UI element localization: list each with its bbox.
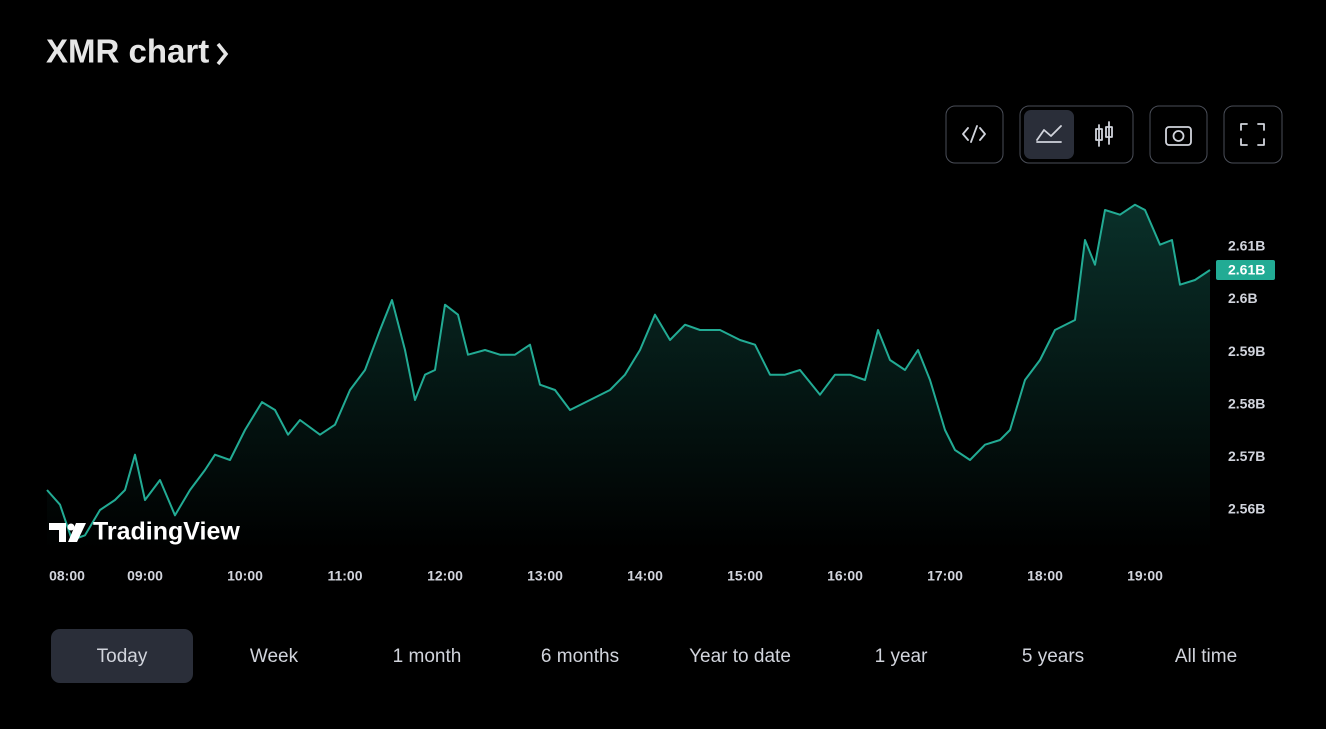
- y-tick-label: 2.59B: [1228, 343, 1265, 359]
- range-tab[interactable]: 1 month: [393, 646, 462, 667]
- y-tick-label: 2.56B: [1228, 501, 1265, 517]
- last-price-label: 2.61B: [1228, 262, 1265, 278]
- last-price-tag: [1216, 260, 1275, 280]
- logo-part: [67, 523, 75, 531]
- x-tick-label: 09:00: [127, 568, 163, 584]
- candle-icon: [1098, 121, 1110, 147]
- candle-body: [1095, 128, 1103, 141]
- range-tab[interactable]: Today: [97, 646, 148, 667]
- title[interactable]: XMR chart: [46, 33, 209, 70]
- range-tab[interactable]: 5 years: [1022, 646, 1084, 667]
- chart-type-group: [1019, 105, 1134, 164]
- x-tick-label: 11:00: [327, 568, 362, 584]
- range-tab-selected[interactable]: [51, 629, 193, 683]
- y-tick-label: 2.6B: [1228, 290, 1258, 306]
- price-line: [46, 203, 1211, 541]
- candle-body: [1105, 126, 1113, 138]
- range-tabs: Today Week 1 month 6 months Year to date 1 ye…: [51, 629, 1237, 683]
- area-icon: [1036, 125, 1062, 143]
- fullscreen-icon: [1240, 123, 1265, 146]
- toolbar: [945, 105, 1283, 164]
- plot-area: 2.56B 2.57B 2.58B 2.59B 2.6B 2.61B 08:00 09:00 1…: [46, 203, 1275, 584]
- fullscreen-button[interactable]: [1223, 105, 1283, 164]
- range-tab[interactable]: Year to date: [689, 646, 791, 667]
- x-tick-label: 18:00: [1027, 568, 1063, 584]
- x-tick-label: 16:00: [827, 568, 863, 584]
- range-tab[interactable]: 1 year: [875, 646, 928, 667]
- range-tab[interactable]: 6 months: [541, 646, 619, 667]
- x-tick-label: 08:00: [49, 568, 85, 584]
- toolbar-icons: [962, 121, 1265, 147]
- camera-icon: [1165, 126, 1192, 146]
- watermark: TradingView: [93, 518, 240, 546]
- title-chevron: [216, 42, 229, 66]
- range-tab[interactable]: Week: [250, 646, 299, 667]
- snapshot-button[interactable]: [1149, 105, 1208, 164]
- logo-part: [68, 523, 86, 542]
- x-tick-label: 14:00: [627, 568, 663, 584]
- x-tick-label: 17:00: [927, 568, 963, 584]
- x-tick-label: 10:00: [227, 568, 263, 584]
- y-tick-label: 2.61B: [1228, 238, 1265, 254]
- x-tick-label: 13:00: [527, 568, 563, 584]
- code-icon: [962, 125, 986, 143]
- camera-lens: [1172, 130, 1185, 142]
- area-fill: [47, 204, 1210, 550]
- watermark-logo: [49, 523, 86, 542]
- y-tick-label: 2.58B: [1228, 395, 1265, 411]
- range-tab[interactable]: All time: [1175, 646, 1237, 667]
- y-tick-label: 2.57B: [1228, 448, 1265, 464]
- x-tick-label: 15:00: [727, 568, 763, 584]
- x-tick-label: 19:00: [1127, 568, 1163, 584]
- x-tick-label: 12:00: [427, 568, 463, 584]
- embed-button[interactable]: [945, 105, 1004, 164]
- logo-part: [49, 523, 66, 542]
